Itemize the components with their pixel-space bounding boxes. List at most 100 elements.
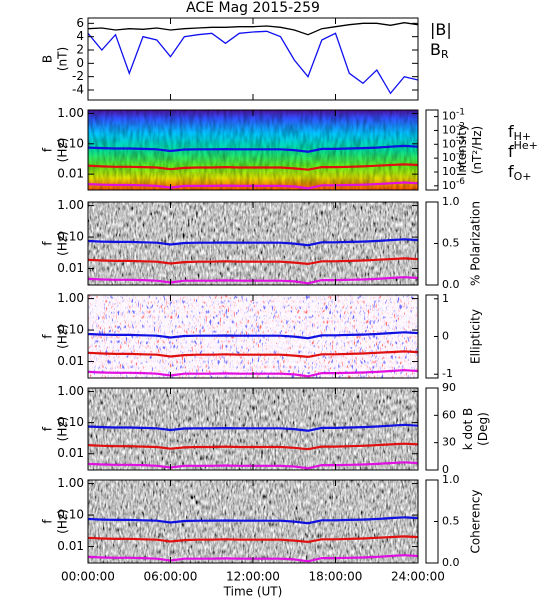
- y-tick-label: -4: [72, 83, 84, 97]
- x-tick-label: 24:00:00: [391, 570, 445, 584]
- colorbar-tick-label: -1: [442, 367, 453, 380]
- y-axis-label: f: [41, 334, 55, 339]
- legend-item: |B|: [430, 20, 452, 39]
- y-tick-label: 1.00: [57, 291, 84, 305]
- colorbar-label: (nT²/Hz): [470, 126, 484, 174]
- series-line: [87, 516, 419, 525]
- colorbar-tick-base: 1.0: [442, 473, 460, 486]
- x-tick-label: 18:00:00: [309, 570, 363, 584]
- colorbar-tick-base: 10: [442, 151, 456, 164]
- y-axis-label: (Hz): [56, 138, 70, 163]
- legend-sub: H+: [514, 130, 532, 143]
- colorbar-label: (Deg): [476, 412, 490, 446]
- series-line: [87, 238, 419, 247]
- y-tick-label: 1.00: [57, 106, 84, 120]
- colorbar-tick-label: 1: [442, 292, 449, 305]
- colorbar-tick-base: 0: [442, 330, 449, 343]
- colorbar-tick-base: 0.5: [442, 237, 460, 250]
- colorbar-tick-label: 60: [442, 408, 456, 421]
- colorbar-tick-label: 0.0: [442, 556, 460, 569]
- y-tick-label: 0: [76, 56, 84, 70]
- colorbar-tick-label: 0: [442, 330, 449, 343]
- series-line: [87, 30, 419, 95]
- colorbar-tick-label: 10-6: [442, 176, 465, 192]
- series-line: [87, 535, 419, 544]
- y-axis-label: (Hz): [56, 417, 70, 442]
- series-line: [87, 163, 419, 171]
- colorbar-tick-label: 10-5: [442, 162, 465, 178]
- legend-text: f: [508, 122, 514, 141]
- colorbar-label: Ellipticity: [469, 309, 483, 364]
- y-tick-label: 0.01: [57, 261, 84, 275]
- colorbar-tick-exponent: -4: [456, 149, 465, 159]
- series-line: [87, 350, 419, 359]
- colorbar-label: % Polarization: [469, 201, 483, 286]
- y-tick-label: 0.01: [57, 539, 84, 553]
- y-axis-label: f: [41, 426, 55, 431]
- colorbar-tick-base: 10: [442, 179, 456, 192]
- legend-sub: R: [441, 48, 449, 61]
- y-tick-label: 1.00: [57, 476, 84, 490]
- colorbar-tick-label: 10-3: [442, 135, 465, 151]
- colorbar-label: k dot B: [461, 408, 475, 450]
- legend-sup: He+: [514, 139, 538, 152]
- y-tick-label: 0.10: [57, 415, 84, 429]
- chart-title: ACE Mag 2015-259: [186, 0, 320, 16]
- x-tick-label: 06:00:00: [144, 570, 198, 584]
- colorbar-tick-base: -1: [442, 367, 453, 380]
- y-axis-label: (Hz): [56, 324, 70, 349]
- y-axis-label: (nT): [56, 47, 70, 71]
- colorbar: [425, 387, 439, 471]
- y-tick-label: 0.01: [57, 354, 84, 368]
- colorbar-tick-base: 0.0: [442, 278, 460, 291]
- y-axis-label: f: [41, 241, 55, 246]
- colorbar-tick-base: 1.0: [442, 195, 460, 208]
- colorbar-label: Intensity: [455, 124, 469, 176]
- legend-text: |B|: [430, 20, 452, 39]
- colorbar-tick-base: 0.5: [442, 515, 460, 528]
- y-tick-label: 1.00: [57, 198, 84, 212]
- y-tick-label: 0.01: [57, 167, 84, 181]
- colorbar-tick-exponent: -6: [456, 176, 465, 186]
- colorbar-tick-exponent: -2: [456, 121, 465, 131]
- y-tick-label: 0.01: [57, 446, 84, 460]
- y-axis-label: f: [41, 147, 55, 152]
- colorbar-tick-base: 10: [442, 165, 456, 178]
- y-tick-label: 0.10: [57, 508, 84, 522]
- colorbar-tick-label: 10-4: [442, 149, 465, 165]
- colorbar-tick-label: 90: [442, 381, 456, 394]
- colorbar-tick-label: 0: [442, 463, 449, 476]
- colorbar: [425, 109, 439, 191]
- y-axis-label: (Hz): [56, 509, 70, 534]
- y-axis-label: B: [41, 55, 55, 63]
- colorbar-tick-label: 1.0: [442, 473, 460, 486]
- colorbar-tick-base: 10: [442, 110, 456, 123]
- legend-text: B: [430, 40, 441, 59]
- series-line: [87, 257, 419, 266]
- colorbar-tick-label: 10-2: [442, 121, 465, 137]
- colorbar-tick-exponent: -5: [456, 162, 465, 172]
- colorbar-tick-base: 1: [442, 292, 449, 305]
- legend-sub: O+: [514, 170, 532, 183]
- legend-item: BR: [430, 40, 449, 62]
- colorbar-tick-label: 0.5: [442, 237, 460, 250]
- y-axis-label: f: [41, 519, 55, 524]
- colorbar-tick-base: 90: [442, 381, 456, 394]
- colorbar-tick-exponent: -1: [456, 107, 465, 117]
- legend-text: f: [508, 162, 514, 181]
- colorbar-tick-base: 60: [442, 408, 456, 421]
- y-tick-label: 0.10: [57, 230, 84, 244]
- colorbar-tick-label: 1.0: [442, 195, 460, 208]
- legend-text: f: [508, 142, 514, 161]
- colorbar-tick-base: 30: [442, 436, 456, 449]
- colorbar-tick-label: 0.0: [442, 278, 460, 291]
- colorbar-tick-label: 30: [442, 436, 456, 449]
- series-line: [87, 442, 419, 451]
- y-tick-label: 0.10: [57, 136, 84, 150]
- colorbar-tick-base: 10: [442, 123, 456, 136]
- colorbar-tick-base: 10: [442, 137, 456, 150]
- plot-frame: [87, 17, 419, 101]
- colorbar-tick-label: 10-1: [442, 107, 465, 123]
- colorbar-tick-exponent: -3: [456, 135, 465, 145]
